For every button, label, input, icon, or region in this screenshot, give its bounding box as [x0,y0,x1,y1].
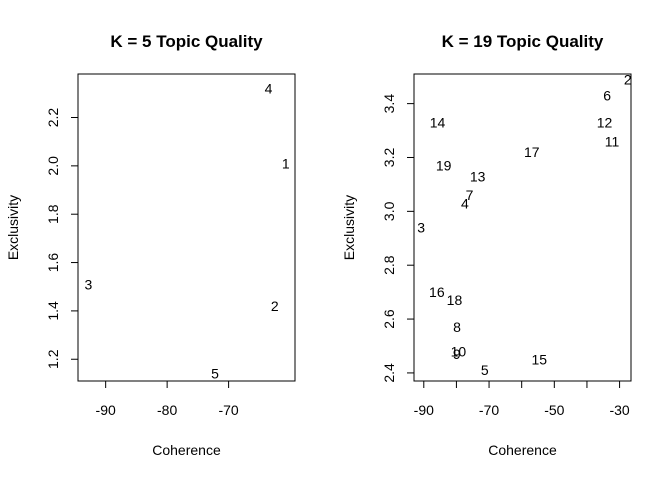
y-tick-label: 2.2 [45,108,61,128]
y-tick-label: 1.2 [45,349,61,369]
x-tick-label: -70 [218,402,238,418]
y-tick-label: 3.4 [381,94,397,114]
y-tick-label: 1.4 [45,301,61,321]
y-tick-label: 2.0 [45,156,61,176]
y-tick-label: 2.8 [381,255,397,275]
data-point-label-topic-4: 4 [265,81,273,97]
data-point-label-topic-10: 10 [451,343,467,359]
data-point-label-topic-1: 1 [282,155,290,171]
x-tick-label: -70 [479,402,499,418]
chart-title: K = 19 Topic Quality [442,32,604,51]
data-point-label-topic-5: 5 [211,366,219,382]
y-tick-label: 1.6 [45,253,61,273]
y-tick-label: 3.2 [381,148,397,168]
x-tick-label: -50 [544,402,564,418]
chart-panel-2: K = 19 Topic Quality -90 -70 -50 -30 2.4 2.6 2.… [341,32,632,458]
data-point-label-topic-3: 3 [417,220,425,236]
data-point-label-topic-15: 15 [532,351,548,367]
y-axis-label: Exclusivity [341,195,357,260]
data-point-label-topic-18: 18 [447,292,463,308]
data-point-label-topic-8: 8 [453,319,461,335]
data-point-label-topic-7: 7 [466,187,474,203]
x-tick-label: -90 [96,402,116,418]
data-point-label-topic-9: 9 [453,346,461,362]
y-tick-label: 2.6 [381,309,397,329]
chart-panel-1: K = 5 Topic Quality -90 -80 -70 1.2 1.4 1.6 1.8… [5,32,296,458]
y-tick-label: 2.4 [381,363,397,383]
data-point-label-topic-12: 12 [597,114,613,130]
data-point-label-topic-6: 6 [603,88,611,104]
data-point-label-topic-19: 19 [436,158,452,174]
data-point-label-topic-2: 2 [271,298,279,314]
data-point-label-topic-3: 3 [85,276,93,292]
plot-frame [77,73,296,382]
chart-title: K = 5 Topic Quality [110,32,263,51]
x-axis-label: Coherence [152,442,221,458]
data-point-label-topic-13: 13 [470,168,486,184]
data-point-label-topic-11: 11 [605,133,620,149]
y-axis-label: Exclusivity [5,195,21,260]
data-point-label-topic-14: 14 [430,114,446,130]
data-point-label-topic-17: 17 [524,144,540,160]
data-point-label-topic-16: 16 [429,284,445,300]
plot-frame [413,73,632,382]
data-point-label-topic-2: 2 [624,71,632,87]
x-tick-label: -30 [609,402,629,418]
x-tick-label: -80 [157,402,177,418]
x-tick-label: -90 [414,402,434,418]
data-point-label-topic-4: 4 [461,195,469,211]
data-point-label-topic-5: 5 [481,362,489,378]
y-tick-label: 1.8 [45,204,61,224]
y-tick-label: 3.0 [381,201,397,221]
x-axis-label: Coherence [488,442,557,458]
